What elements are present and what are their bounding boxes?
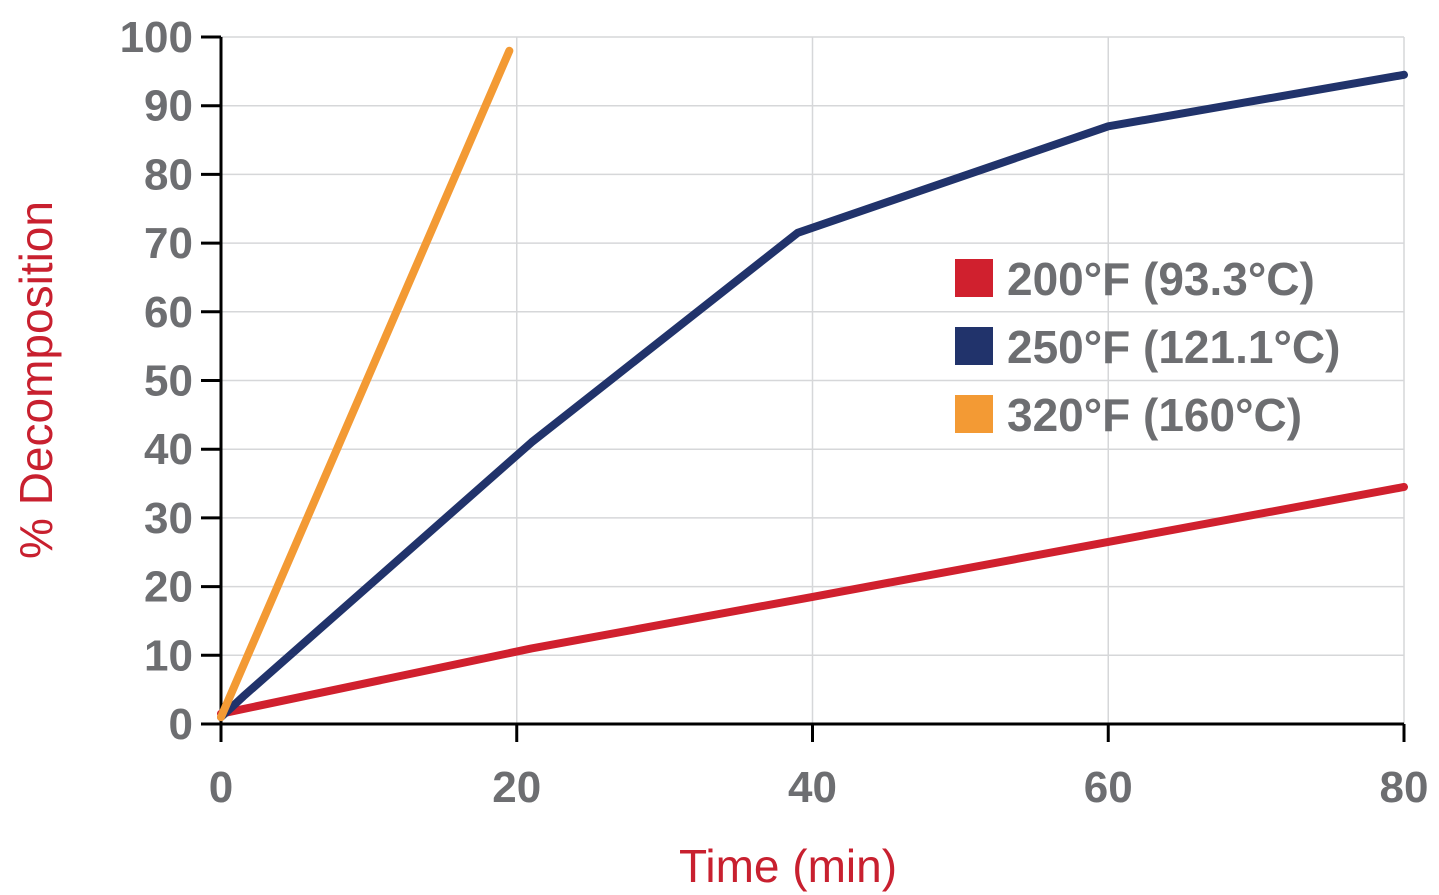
y-tick-label: 50 — [144, 357, 193, 406]
y-tick-label: 100 — [120, 13, 193, 62]
legend-label-1: 200°F (93.3°C) — [1007, 253, 1315, 305]
series-line-2 — [217, 70, 1408, 722]
grid-lines — [221, 36, 1405, 724]
x-tick-label: 0 — [209, 763, 233, 812]
y-tick-label: 40 — [144, 425, 193, 474]
legend-swatch-3 — [955, 395, 993, 433]
series-line-1 — [217, 482, 1408, 718]
y-tick-label: 30 — [144, 494, 193, 543]
y-tick-label: 20 — [144, 563, 193, 612]
x-axis-ticks: 0 20 40 60 80 — [209, 724, 1429, 812]
legend-swatch-1 — [955, 259, 993, 297]
series-lines — [217, 46, 1408, 722]
y-axis-title: % Decomposition — [10, 201, 62, 559]
legend-label-3: 320°F (160°C) — [1007, 389, 1302, 441]
series-line-3 — [217, 46, 514, 722]
x-axis-title: Time (min) — [679, 840, 897, 892]
y-tick-label: 0 — [169, 700, 193, 749]
legend-label-2: 250°F (121.1°C) — [1007, 321, 1340, 373]
y-tick-label: 60 — [144, 288, 193, 337]
x-tick-label: 60 — [1084, 763, 1133, 812]
y-tick-label: 90 — [144, 82, 193, 131]
x-tick-label: 40 — [788, 763, 837, 812]
y-tick-label: 70 — [144, 219, 193, 268]
legend: 200°F (93.3°C) 250°F (121.1°C) 320°F (160°… — [955, 253, 1340, 441]
y-tick-label: 80 — [144, 150, 193, 199]
x-tick-label: 80 — [1380, 763, 1429, 812]
y-tick-label: 10 — [144, 631, 193, 680]
x-tick-label: 20 — [492, 763, 541, 812]
legend-swatch-2 — [955, 327, 993, 365]
y-axis-ticks: 0 10 20 30 40 50 60 70 80 90 100 — [120, 13, 221, 749]
